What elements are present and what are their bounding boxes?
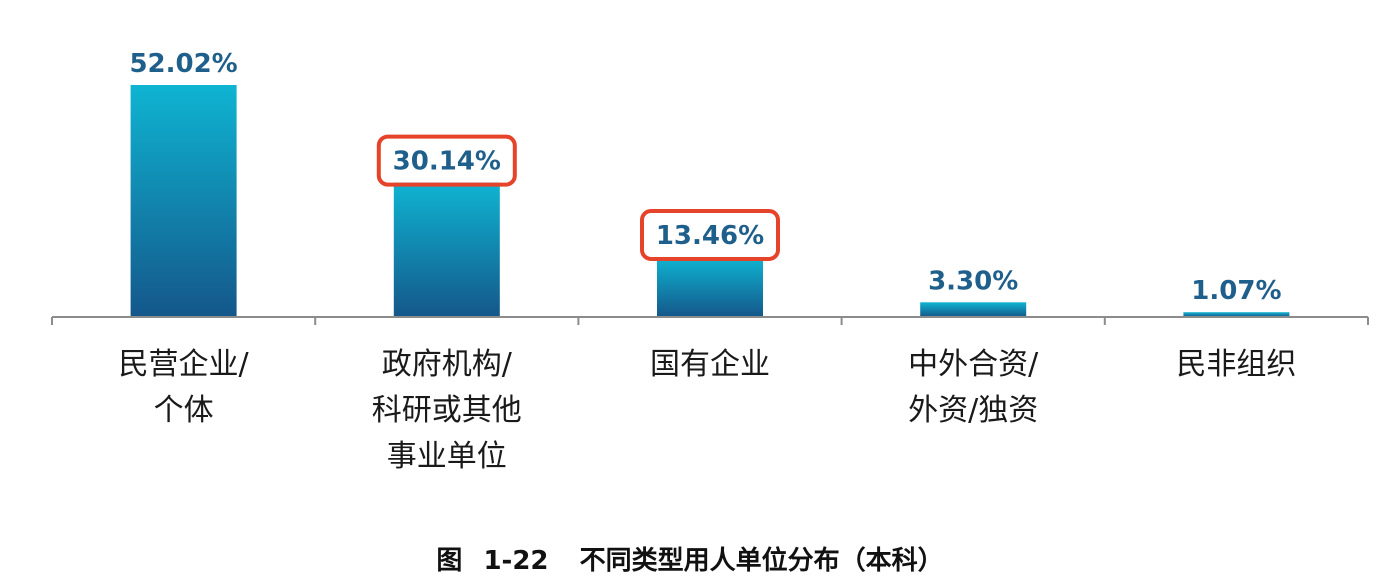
highlight-box: [376, 134, 517, 187]
caption-text: 不同类型用人单位分布（本科）: [579, 546, 944, 576]
category-label: 科研或其他: [372, 393, 522, 428]
category-label: 事业单位: [387, 439, 507, 474]
bar: [920, 302, 1027, 317]
caption-prefix: 图: [436, 546, 463, 576]
category-label: 政府机构/: [382, 347, 513, 382]
bar: [130, 85, 237, 317]
category-label: 国有企业: [650, 347, 770, 382]
bar: [1183, 312, 1290, 317]
value-label: 13.46%: [656, 221, 764, 251]
caption-number: 1-22: [483, 546, 549, 576]
category-label: 个体: [154, 393, 214, 428]
category-label: 外资/独资: [908, 393, 1038, 428]
category-label: 中外合资/: [908, 347, 1039, 382]
category-label: 民非组织: [1176, 347, 1296, 382]
figure-caption: 图 1-22 不同类型用人单位分布（本科）: [0, 540, 1380, 577]
category-label: 民营企业/: [119, 347, 250, 382]
value-label: 52.02%: [129, 49, 237, 79]
bar: [657, 256, 763, 317]
value-label: 1.07%: [1191, 276, 1281, 306]
bar: [393, 182, 500, 317]
highlight-box: [640, 208, 780, 261]
value-label: 30.14%: [393, 147, 501, 177]
value-label: 3.30%: [928, 266, 1018, 296]
